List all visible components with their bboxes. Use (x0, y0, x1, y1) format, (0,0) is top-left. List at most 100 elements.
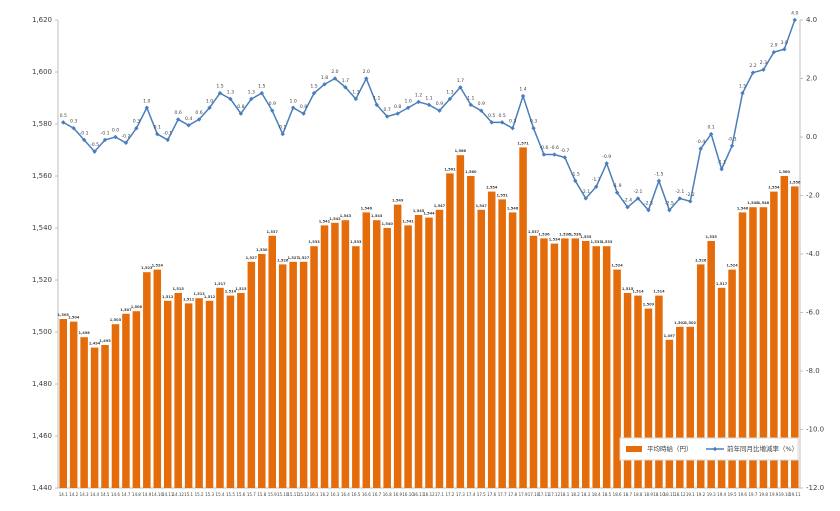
x-tick-label: 16.4 (341, 492, 350, 497)
bar-label: 1,524 (726, 264, 738, 268)
bar-label: 1,535 (580, 235, 592, 239)
line-label: -0.3 (728, 136, 737, 142)
bar-label: 1,508 (131, 305, 143, 309)
line-marker (656, 178, 662, 184)
bar (90, 347, 99, 488)
bar (69, 321, 78, 488)
bar (676, 326, 684, 488)
bar-label: 1,527 (287, 256, 299, 260)
line-marker (280, 131, 285, 137)
line-marker (196, 117, 202, 122)
line-marker (270, 108, 275, 113)
line-marker (573, 178, 578, 184)
bar (174, 293, 182, 488)
line-marker (750, 70, 756, 75)
bar (216, 287, 224, 488)
line-marker (374, 102, 379, 108)
line-label: 0.3 (530, 119, 537, 125)
bar-label: 1,542 (329, 217, 341, 221)
line-marker (395, 111, 400, 116)
bar (122, 313, 130, 488)
bar-label: 1,537 (528, 230, 540, 234)
x-tick-label: 18.1 (560, 492, 569, 497)
bar (561, 238, 569, 488)
bar-label: 1,554 (768, 186, 780, 190)
line-marker (447, 96, 453, 102)
bar-label: 1,494 (89, 342, 101, 346)
bar (487, 191, 496, 488)
x-tick-label: 19.7 (749, 492, 758, 497)
line-label: 1.2 (415, 92, 422, 98)
line-label: 0.5 (60, 113, 67, 119)
bar (696, 264, 705, 488)
line-label: 1.0 (143, 98, 150, 104)
line-marker (792, 17, 797, 23)
x-tick-label: 17.12 (549, 492, 561, 497)
bar-label: 1,533 (350, 240, 362, 244)
bar-label: 1,527 (298, 256, 310, 260)
bar (247, 261, 256, 488)
legend-swatch (626, 446, 642, 452)
line-marker (677, 196, 683, 201)
bar-label: 1,515 (622, 287, 634, 291)
x-tick-label: 16.2 (320, 492, 329, 497)
line-label: -2.5 (644, 201, 653, 207)
line-label: 0.9 (478, 101, 485, 107)
line-label: 0.1 (154, 125, 161, 131)
bar (780, 176, 789, 488)
line-label: 1.3 (446, 89, 453, 95)
line-label: 0.6 (195, 110, 202, 116)
bar (477, 209, 486, 489)
bar-label: 1,547 (476, 204, 488, 208)
y2-tick-label: 2.0 (806, 75, 817, 83)
bar (299, 261, 308, 488)
line-label: 0.5 (498, 113, 505, 119)
line-marker (583, 196, 588, 201)
bar (581, 241, 590, 488)
x-tick-label: 17.8 (508, 492, 517, 497)
bar-label: 1,540 (382, 222, 394, 226)
line-marker (782, 47, 787, 52)
bar (362, 212, 371, 488)
bar-label: 1,502 (674, 321, 686, 325)
line-label: -2.4 (623, 198, 632, 204)
bar-label: 1,534 (549, 238, 561, 242)
bar (184, 303, 193, 488)
x-tick-label: 15.6 (236, 492, 245, 497)
x-tick-label: 17.3 (456, 492, 465, 497)
line-label: 0.8 (300, 104, 307, 110)
x-tick-label: 17.1 (435, 492, 444, 497)
bar-label: 1,535 (705, 235, 717, 239)
bar-label: 1,502 (685, 321, 697, 325)
bar-label: 1,509 (643, 303, 655, 307)
bar (728, 269, 736, 488)
x-tick-label: 15.10 (277, 492, 289, 497)
x-tick-label: 16.7 (372, 492, 381, 497)
line-marker (61, 120, 66, 125)
line-marker (217, 90, 223, 96)
x-tick-label: 19.4 (717, 492, 726, 497)
line-label: 1.4 (519, 87, 526, 93)
line-marker (489, 120, 494, 125)
bar-label: 1,568 (455, 149, 467, 153)
y-tick-label: 1,460 (32, 432, 52, 440)
bar-label: 1,533 (591, 240, 603, 244)
x-tick-label: 17.2 (445, 492, 454, 497)
line (62, 19, 796, 212)
bar-label: 1,514 (225, 290, 237, 294)
line-marker (614, 190, 620, 195)
y-tick-label: 1,560 (32, 172, 52, 180)
y-tick-label: 1,440 (32, 484, 52, 492)
line-label: -0.2 (121, 133, 130, 139)
line-label: 1.7 (342, 78, 349, 84)
line-label: -0.1 (80, 130, 89, 136)
bar (644, 308, 653, 488)
bar-label: 1,515 (172, 287, 184, 291)
line-label: 1.5 (258, 84, 265, 90)
line-label: -1.9 (613, 183, 622, 189)
line-label: 0.1 (279, 125, 286, 131)
line-marker (71, 126, 76, 131)
line-marker (698, 146, 703, 151)
x-tick-label: 15.11 (287, 492, 299, 497)
line-label: 2.0 (363, 69, 370, 75)
